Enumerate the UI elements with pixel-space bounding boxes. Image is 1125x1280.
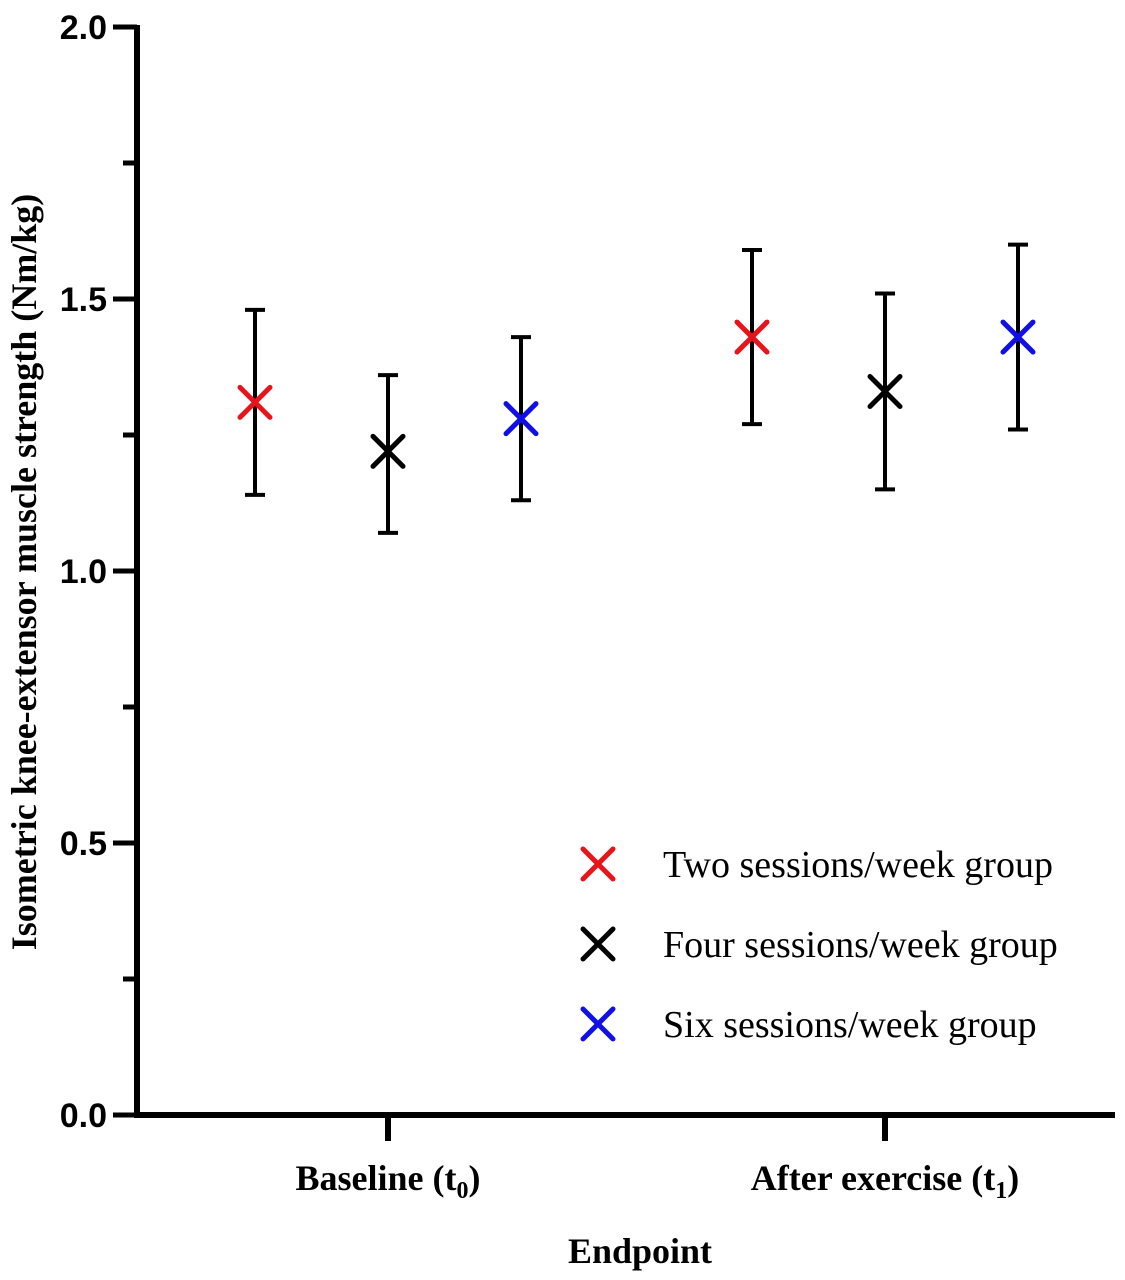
legend-item: Six sessions/week group	[580, 1004, 1037, 1046]
y-tick-label: 1.5	[60, 281, 107, 319]
series-3	[503, 242, 1036, 503]
y-tick-label: 0.5	[60, 825, 107, 863]
data-point	[867, 373, 903, 409]
legend-label: Two sessions/week group	[663, 844, 1053, 886]
series-1	[237, 248, 770, 497]
legend-label: Four sessions/week group	[663, 924, 1058, 966]
legend-label: Six sessions/week group	[663, 1004, 1037, 1046]
legend-item: Two sessions/week group	[580, 844, 1053, 886]
series-2	[370, 291, 903, 535]
y-tick-label: 0.0	[60, 1097, 107, 1135]
series-layer	[237, 242, 1036, 535]
legend-item: Four sessions/week group	[580, 924, 1058, 966]
data-point	[1000, 319, 1036, 355]
x-ticks: Baseline (t0) After exercise (t1)	[296, 1115, 1020, 1204]
y-axis-title: Isometric knee-extensor muscle strength …	[4, 194, 44, 951]
legend: Two sessions/week group Four sessions/wee…	[580, 844, 1058, 1046]
y-ticks: 0.0 0.5 1.0 1.5 2.0	[60, 9, 137, 1135]
y-tick-label: 1.0	[60, 553, 107, 591]
legend-marker	[580, 926, 616, 962]
legend-marker	[580, 846, 616, 882]
data-point	[237, 384, 273, 420]
legend-marker	[580, 1006, 616, 1042]
x-axis-title: Endpoint	[568, 1231, 712, 1271]
data-point	[370, 433, 406, 469]
x-tick-label: Baseline (t0)	[296, 1158, 481, 1204]
data-point	[503, 401, 539, 437]
data-point	[734, 319, 770, 355]
y-tick-label: 2.0	[60, 9, 107, 47]
x-tick-label: After exercise (t1)	[751, 1158, 1020, 1204]
